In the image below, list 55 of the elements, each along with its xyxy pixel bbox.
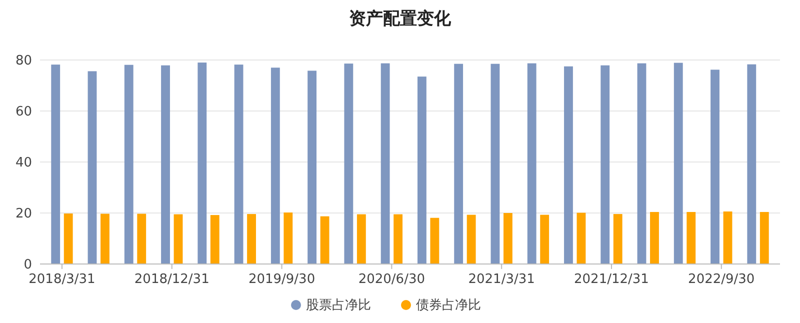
bar bbox=[430, 218, 440, 264]
bar bbox=[270, 68, 280, 264]
bar bbox=[394, 214, 403, 264]
bar bbox=[600, 65, 610, 264]
bar bbox=[637, 63, 646, 264]
bar bbox=[613, 214, 622, 264]
bar bbox=[686, 212, 696, 264]
bar bbox=[747, 64, 756, 264]
x-tick-label: 2018/12/31 bbox=[134, 272, 210, 287]
bar bbox=[650, 212, 659, 264]
bar bbox=[344, 64, 354, 264]
bar bbox=[490, 64, 500, 264]
bar bbox=[174, 214, 183, 264]
bar bbox=[564, 66, 573, 264]
bar bbox=[234, 64, 244, 264]
bar bbox=[674, 62, 683, 264]
bar bbox=[284, 212, 293, 264]
legend-label: 股票占净比 bbox=[306, 298, 371, 313]
bar bbox=[100, 214, 110, 264]
bar bbox=[503, 213, 512, 264]
x-tick-label: 2019/9/30 bbox=[248, 272, 316, 287]
bar bbox=[417, 76, 426, 264]
bar bbox=[466, 214, 476, 264]
bar bbox=[380, 63, 390, 264]
bar bbox=[723, 211, 732, 264]
legend-label: 债券占净比 bbox=[416, 298, 481, 313]
bar bbox=[198, 62, 207, 264]
bar bbox=[137, 214, 146, 264]
y-tick-label: 60 bbox=[15, 104, 32, 120]
bar bbox=[124, 64, 134, 264]
y-tick-label: 0 bbox=[24, 258, 32, 273]
x-tick-label: 2021/3/31 bbox=[468, 272, 535, 287]
bar bbox=[527, 63, 536, 264]
bar bbox=[51, 64, 60, 264]
y-tick-label: 40 bbox=[15, 156, 32, 171]
y-tick-label: 80 bbox=[15, 54, 32, 69]
bar bbox=[247, 214, 256, 264]
y-tick-label: 20 bbox=[15, 206, 32, 222]
bar bbox=[320, 216, 330, 264]
x-tick-label: 2021/12/31 bbox=[574, 272, 649, 287]
bar bbox=[88, 71, 97, 264]
bar bbox=[356, 214, 366, 264]
chart-title: 资产配置变化 bbox=[349, 9, 452, 29]
bar bbox=[540, 214, 550, 264]
bar bbox=[710, 70, 720, 264]
bar bbox=[308, 70, 317, 264]
x-tick-label: 2020/6/30 bbox=[358, 272, 426, 287]
bar bbox=[576, 212, 586, 264]
bar bbox=[64, 214, 73, 264]
bar bbox=[161, 65, 170, 264]
x-tick-label: 2022/9/30 bbox=[688, 272, 755, 287]
bar bbox=[760, 212, 769, 264]
bar bbox=[210, 215, 220, 264]
bar bbox=[454, 64, 464, 264]
x-tick-label: 2018/3/31 bbox=[28, 272, 96, 287]
